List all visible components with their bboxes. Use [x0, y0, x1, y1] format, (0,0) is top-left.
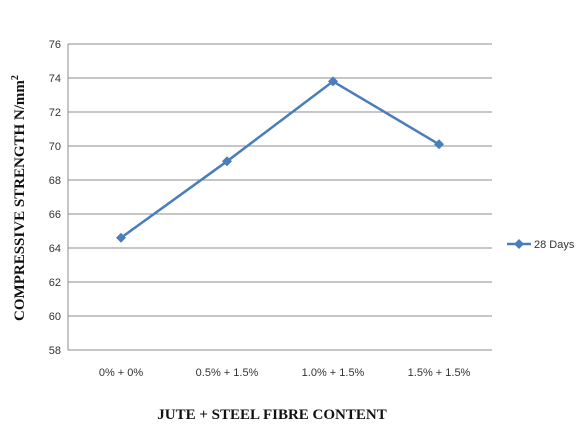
x-tick-label-3: 1.5% + 1.5%: [408, 367, 471, 379]
data-point-0-2: [328, 76, 338, 87]
y-tick-label-9: 76: [49, 39, 61, 51]
y-axis-title: COMPRESSIVE STRENGTH N/mm2: [10, 75, 28, 321]
x-tick-label-1: 0.5% + 1.5%: [196, 367, 259, 379]
gridlines: [67, 43, 492, 351]
x-axis-title: JUTE + STEEL FIBRE CONTENT: [157, 407, 386, 423]
x-tick-label-2: 1.0% + 1.5%: [302, 367, 365, 379]
data-point-0-0: [116, 232, 126, 243]
series-line-0: [120, 80, 440, 239]
series-group: [116, 76, 444, 243]
data-point-0-3: [434, 139, 444, 150]
legend-marker: [514, 239, 524, 249]
legend-label: 28 Days: [534, 239, 575, 251]
y-tick-label-1: 60: [49, 311, 61, 323]
y-tick-label-6: 70: [49, 141, 61, 153]
y-tick-label-5: 68: [49, 175, 61, 187]
data-point-0-1: [222, 156, 232, 167]
y-tick-label-4: 66: [49, 209, 61, 221]
x-tick-label-0: 0% + 0%: [99, 367, 144, 379]
y-tick-label-8: 74: [49, 73, 61, 85]
y-tick-label-7: 72: [49, 107, 61, 119]
y-tick-labels: 58 60 62 64 66 68 70 72 74 76: [49, 39, 61, 357]
y-tick-label-2: 62: [49, 277, 61, 289]
legend: 28 Days: [507, 239, 575, 251]
y-tick-label-3: 64: [49, 243, 61, 255]
y-tick-label-0: 58: [49, 345, 61, 357]
x-tick-labels: 0% + 0% 0.5% + 1.5% 1.0% + 1.5% 1.5% + 1.5%: [99, 367, 471, 379]
